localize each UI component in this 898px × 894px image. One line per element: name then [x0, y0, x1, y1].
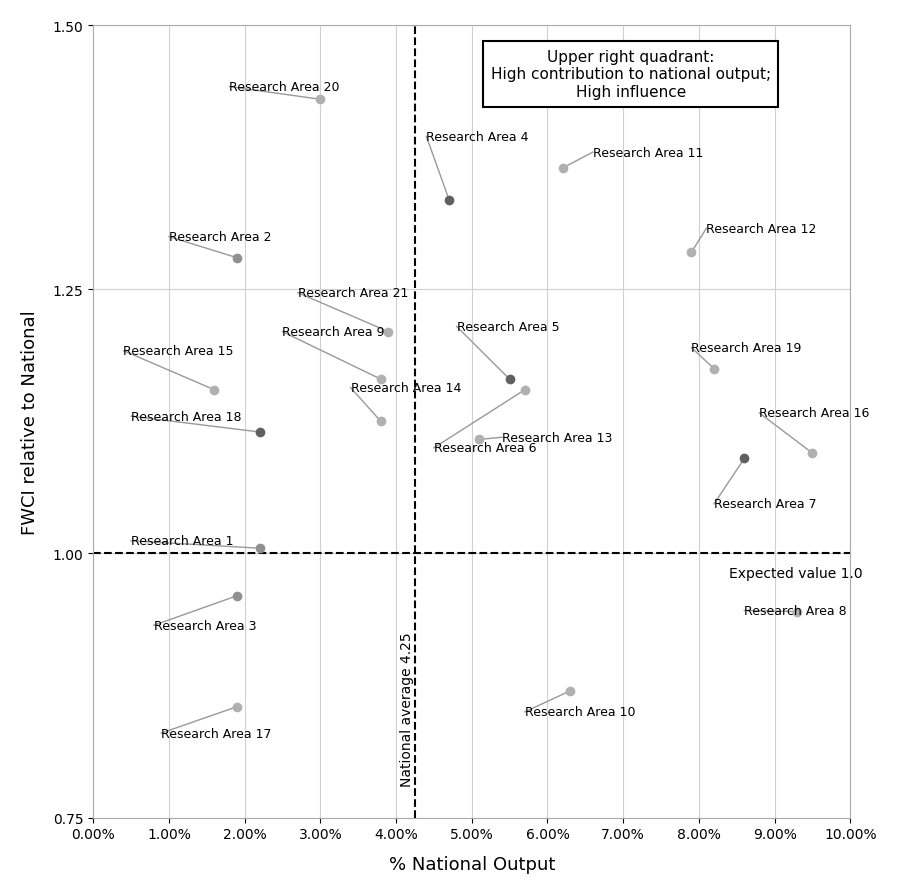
Text: Research Area 14: Research Area 14: [350, 382, 461, 395]
Text: Upper right quadrant:
High contribution to national output;
High influence: Upper right quadrant: High contribution …: [490, 50, 770, 100]
Y-axis label: FWCI relative to National: FWCI relative to National: [21, 309, 39, 535]
Text: Research Area 4: Research Area 4: [427, 131, 529, 144]
Text: Expected value 1.0: Expected value 1.0: [729, 567, 863, 580]
Text: Research Area 16: Research Area 16: [760, 407, 870, 420]
Text: Research Area 19: Research Area 19: [691, 342, 802, 355]
Text: Research Area 9: Research Area 9: [283, 325, 385, 339]
Text: Research Area 10: Research Area 10: [524, 705, 635, 719]
Text: Research Area 18: Research Area 18: [131, 410, 242, 423]
Text: Research Area 20: Research Area 20: [230, 81, 340, 94]
Text: Research Area 2: Research Area 2: [169, 231, 271, 244]
Text: Research Area 12: Research Area 12: [707, 223, 817, 235]
Text: Research Area 21: Research Area 21: [297, 287, 408, 299]
Text: Research Area 3: Research Area 3: [154, 620, 256, 632]
Text: Research Area 5: Research Area 5: [456, 321, 559, 333]
Text: Research Area 13: Research Area 13: [502, 431, 612, 444]
Text: Research Area 17: Research Area 17: [162, 727, 272, 739]
X-axis label: % National Output: % National Output: [389, 856, 555, 873]
Text: Research Area 1: Research Area 1: [131, 535, 233, 548]
Text: Research Area 8: Research Area 8: [744, 604, 847, 618]
Text: Research Area 11: Research Area 11: [593, 147, 703, 159]
Text: Research Area 6: Research Area 6: [434, 442, 536, 455]
Text: Research Area 15: Research Area 15: [124, 345, 234, 358]
Text: National average 4.25: National average 4.25: [401, 631, 414, 786]
Text: Research Area 7: Research Area 7: [714, 498, 816, 510]
